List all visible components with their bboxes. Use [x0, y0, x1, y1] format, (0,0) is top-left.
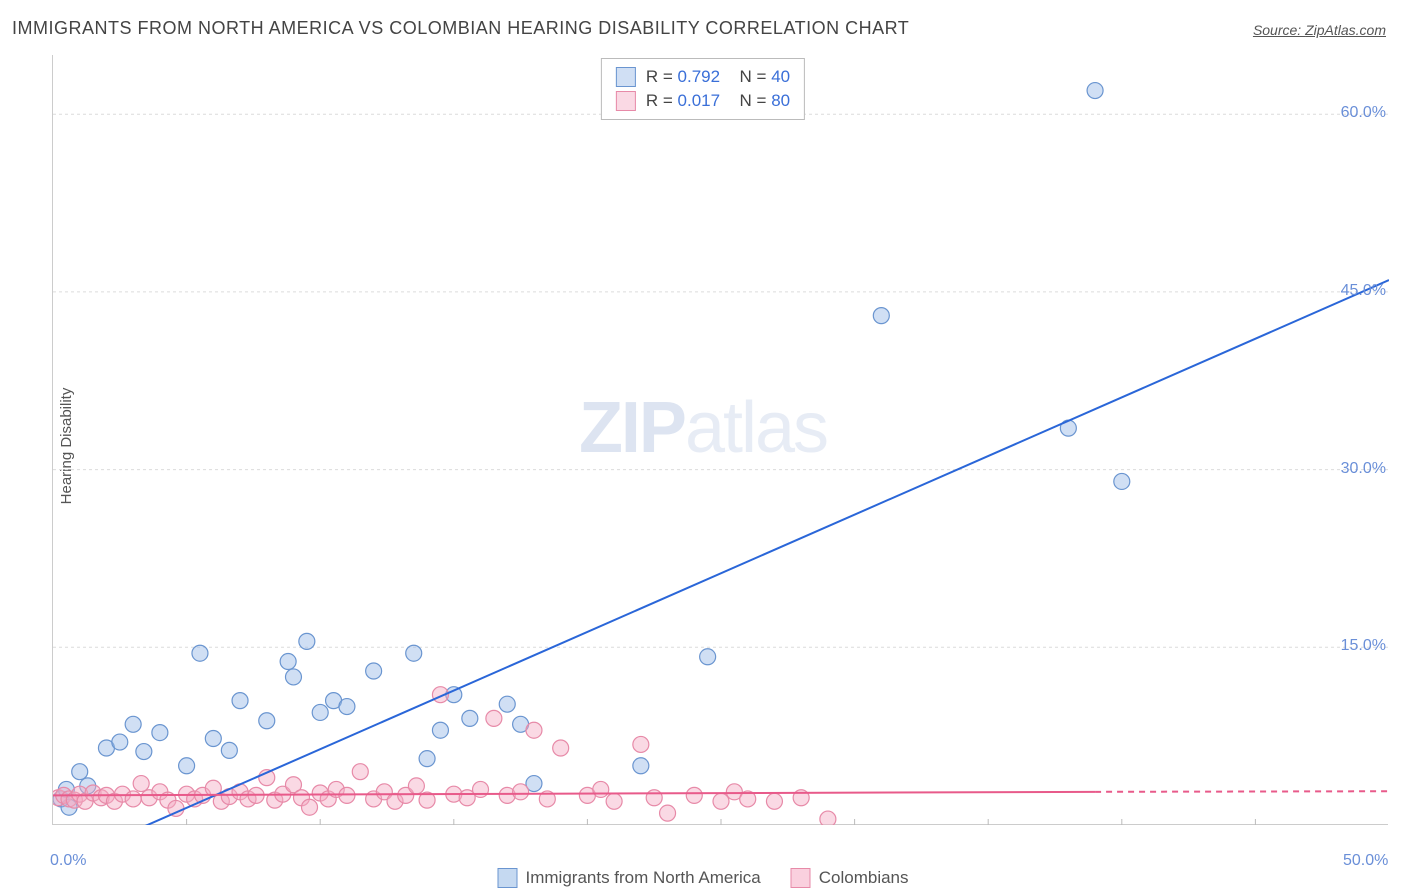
y-tick-label: 15.0%: [1341, 637, 1386, 655]
y-tick-label: 60.0%: [1341, 104, 1386, 122]
legend-r-value: R = 0.792: [646, 67, 720, 87]
legend-correlation-row: R = 0.792 N = 40: [616, 65, 790, 89]
y-tick-label: 45.0%: [1341, 282, 1386, 300]
chart-title: IMMIGRANTS FROM NORTH AMERICA VS COLOMBI…: [12, 18, 909, 39]
legend-correlation-box: R = 0.792 N = 40R = 0.017 N = 80: [601, 58, 805, 120]
source-link[interactable]: Source: ZipAtlas.com: [1253, 22, 1386, 38]
plot-svg: [53, 55, 1389, 825]
legend-series: Immigrants from North America Colombians: [498, 868, 909, 888]
x-tick-label: 0.0%: [50, 852, 86, 870]
legend-n-value: N = 40: [730, 67, 790, 87]
legend-series-item: Immigrants from North America: [498, 868, 761, 888]
legend-swatch: [616, 91, 636, 111]
legend-series-label: Colombians: [819, 868, 909, 888]
chart-container: IMMIGRANTS FROM NORTH AMERICA VS COLOMBI…: [0, 0, 1406, 892]
legend-series-label: Immigrants from North America: [526, 868, 761, 888]
source-prefix: Source:: [1253, 22, 1305, 38]
legend-n-value: N = 80: [730, 91, 790, 111]
legend-swatch: [498, 868, 518, 888]
legend-r-value: R = 0.017: [646, 91, 720, 111]
legend-swatch: [791, 868, 811, 888]
legend-correlation-row: R = 0.017 N = 80: [616, 89, 790, 113]
legend-swatch: [616, 67, 636, 87]
legend-series-item: Colombians: [791, 868, 909, 888]
source-name: ZipAtlas.com: [1305, 22, 1386, 38]
plot-area: [52, 55, 1388, 825]
y-tick-label: 30.0%: [1341, 460, 1386, 478]
x-tick-label: 50.0%: [1343, 852, 1388, 870]
